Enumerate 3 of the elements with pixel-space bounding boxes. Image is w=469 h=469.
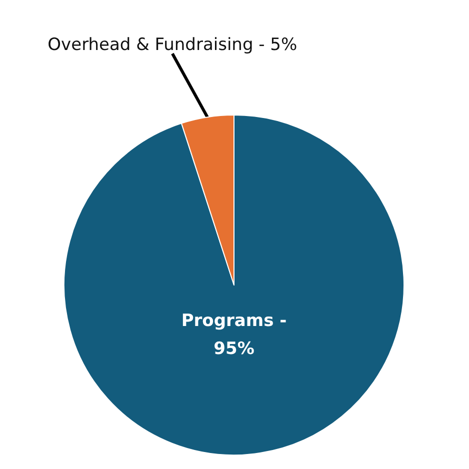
slice-label: Overhead & Fundraising - 5%: [48, 35, 298, 56]
data-label: 95%: [214, 339, 254, 359]
slice-label: Programs -: [181, 311, 287, 331]
